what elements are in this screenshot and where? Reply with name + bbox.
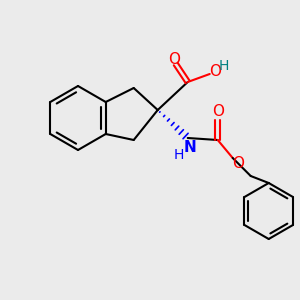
Text: N: N	[183, 140, 196, 155]
Text: O: O	[209, 64, 221, 80]
Text: O: O	[232, 155, 244, 170]
Text: O: O	[212, 104, 224, 119]
Text: H: H	[173, 148, 184, 162]
Text: H: H	[218, 59, 229, 73]
Text: O: O	[168, 52, 180, 68]
